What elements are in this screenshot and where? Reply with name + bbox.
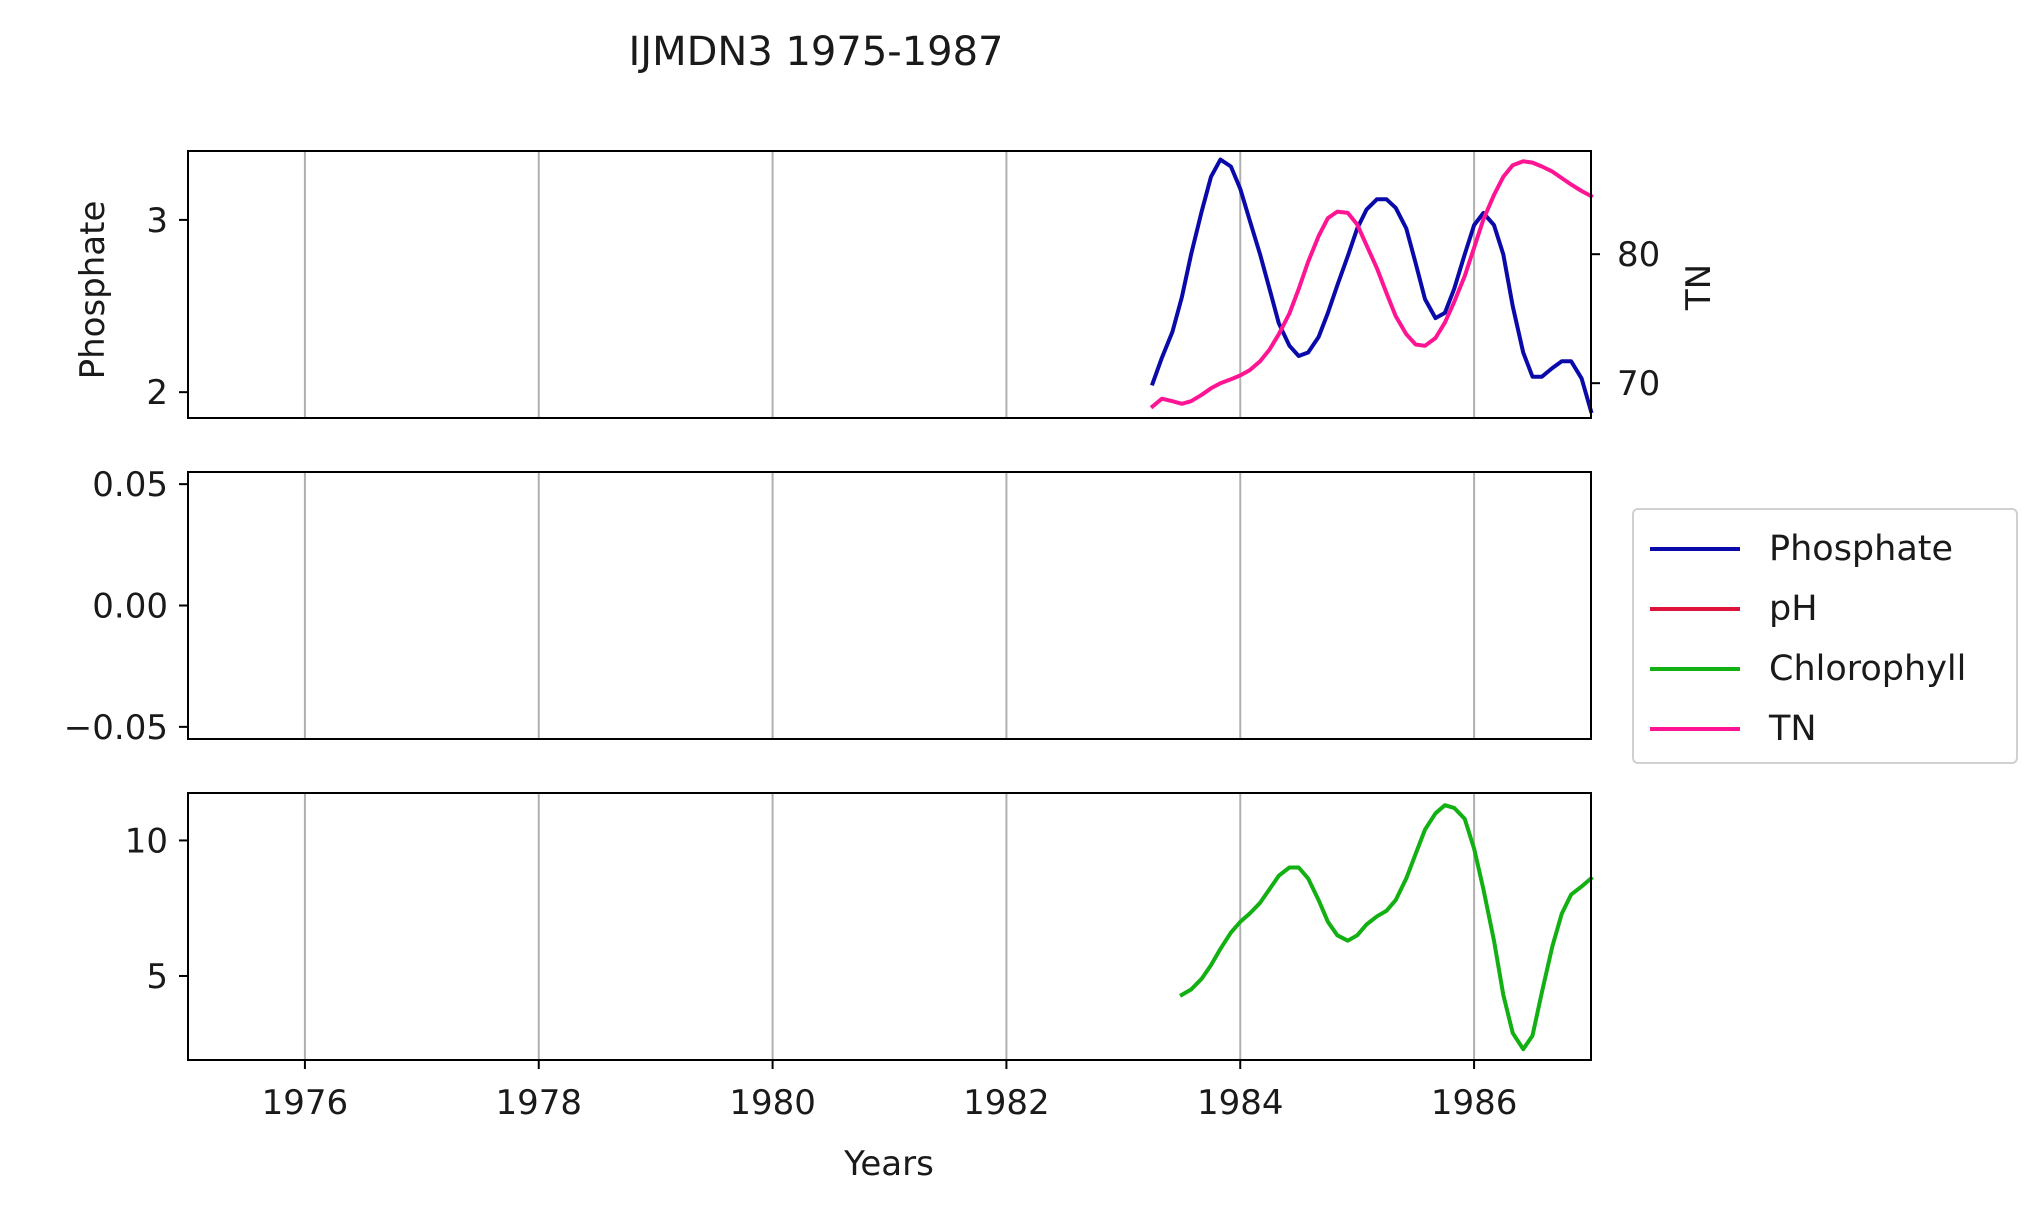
legend-label-ph: pH [1769,589,1818,629]
panel-middle-grid [303,472,1476,739]
legend-swatch-chlorophyll [1650,667,1740,671]
series-line-chlorophyll [1179,803,1594,1052]
series-line-phosphate [1150,157,1594,414]
y-axis-label-right: TN [1679,264,1719,311]
legend-label-phosphate: Phosphate [1769,529,1954,569]
panel-top-series [1149,157,1594,414]
y-tick-label: 10 [125,821,168,861]
panel-bottom: 5 10 1976 1978 1980 1982 1984 1986 [125,792,1594,1123]
y-tick-label: 0.00 [92,587,168,627]
legend-swatch-tn [1650,727,1740,731]
x-tick-label: 1978 [495,1083,582,1123]
y-tick-label: 2 [146,373,168,413]
legend-swatch-ph [1650,607,1740,611]
y-tick-label: 3 [146,201,168,241]
panel-middle-yticks-left: −0.05 0.00 0.05 [64,465,188,748]
panel-top-yticks-right: 70 80 [1591,235,1660,404]
y-axis-label-left: Phosphate [73,201,113,380]
panel-bottom-series [1179,803,1594,1052]
series-line-tn [1149,159,1594,410]
panel-top-frame [187,150,1592,419]
y-right-tick-label: 70 [1617,364,1660,404]
x-tick-label: 1980 [729,1083,816,1123]
x-tick-label: 1982 [963,1083,1050,1123]
legend: Phosphate pH Chlorophyll TN [1632,508,2018,764]
chart-title: IJMDN3 1975-1987 [628,29,1003,75]
x-axis-label: Years [843,1144,934,1184]
y-tick-label: −0.05 [64,708,168,748]
x-tick-label: 1976 [262,1083,349,1123]
y-right-tick-label: 80 [1617,235,1660,275]
legend-item-tn: TN [1634,706,2016,752]
panel-bottom-xticks: 1976 1978 1980 1982 1984 1986 [262,1060,1518,1123]
y-tick-label: 0.05 [92,465,168,505]
panel-bottom-grid [303,793,1476,1060]
legend-item-phosphate: Phosphate [1634,526,2016,572]
x-tick-label: 1984 [1197,1083,1284,1123]
x-tick-label: 1986 [1431,1083,1518,1123]
legend-item-ph: pH [1634,586,2016,632]
panel-top-yticks-left: 23 [146,201,188,413]
panel-middle: −0.05 0.00 0.05 [64,465,1592,748]
panel-bottom-frame [187,792,1592,1061]
legend-label-tn: TN [1769,709,1817,749]
y-tick-label: 5 [146,957,168,997]
panel-bottom-yticks-left: 5 10 [125,821,188,997]
legend-swatch-phosphate [1650,547,1740,551]
legend-item-chlorophyll: Chlorophyll [1634,646,2016,692]
legend-label-chlorophyll: Chlorophyll [1769,649,1967,689]
